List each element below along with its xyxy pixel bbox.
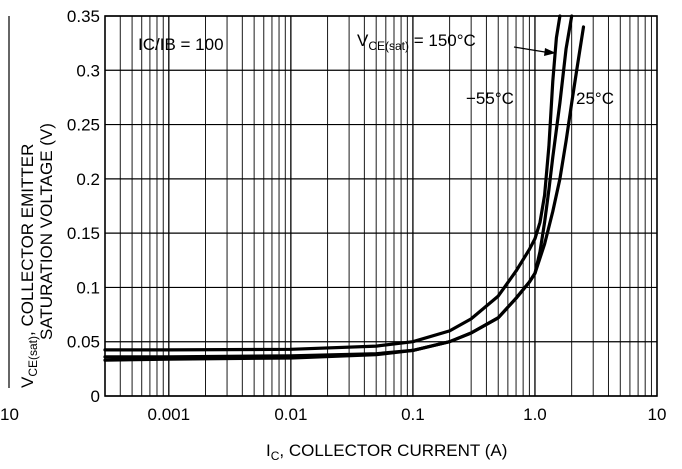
25c-annotation: 25°C: [576, 89, 614, 108]
major-grid: [105, 15, 657, 397]
series-line-3: [103, 25, 586, 362]
y-tick-label: 0.2: [76, 170, 100, 189]
y-axis-title-line2: SATURATION VOLTAGE (V): [37, 123, 56, 340]
y-axis-title-sub: CE(sat): [26, 336, 40, 377]
tick-labels: 0 0.05 0.1 0.15 0.2 0.25 0.3 0.35 10 0.001 0.01 0.1…: [0, 7, 666, 424]
x-tick-label: 0.01: [274, 405, 307, 424]
x-axis-title: IC, COLLECTOR CURRENT (A): [266, 441, 507, 463]
y-tick-label: 0.25: [67, 116, 100, 135]
y-tick-label: 0.1: [76, 278, 100, 297]
series-line-2: [103, 14, 574, 359]
x-axis-title-sub: C: [271, 449, 280, 463]
y-axis-title-line1: VCE(sat), COLLECTOR EMITTER: [18, 144, 40, 388]
series-line-1: [103, 14, 562, 352]
y-tick-label: 0: [91, 387, 100, 406]
vce-150c-sub: CE(sat): [368, 39, 409, 53]
y-tick-label: 0.35: [67, 7, 100, 26]
x-tick-label: 0.001: [148, 405, 191, 424]
x-axis-title-rest: , COLLECTOR CURRENT (A): [279, 441, 507, 460]
x-tick-label: 1.0: [523, 405, 547, 424]
ratio-annotation: IC/IB = 100: [138, 35, 224, 54]
curves: [103, 14, 586, 362]
y-axis-title-rest: , COLLECTOR EMITTER: [18, 144, 37, 336]
vce-150c-arrowhead: [544, 48, 556, 56]
vce-150c-annotation: VCE(sat) = 150°C: [357, 31, 476, 53]
x-tick-label: 10: [648, 405, 667, 424]
y-tick-label: 0.05: [67, 333, 100, 352]
plot-frame: [104, 15, 658, 397]
x-tick-label: 10: [0, 405, 19, 424]
x-axis-title-main: I: [266, 441, 271, 460]
minor-grid: [104, 16, 652, 396]
vce-150c-main: V: [357, 31, 369, 50]
vce-150c-rest: = 150°C: [409, 31, 476, 50]
x-tick-label: 0.1: [401, 405, 425, 424]
y-axis-title-main: V: [18, 376, 37, 388]
y-tick-label: 0.15: [67, 224, 100, 243]
y-tick-label: 0.3: [76, 61, 100, 80]
minus55c-annotation: −55°C: [466, 89, 514, 108]
